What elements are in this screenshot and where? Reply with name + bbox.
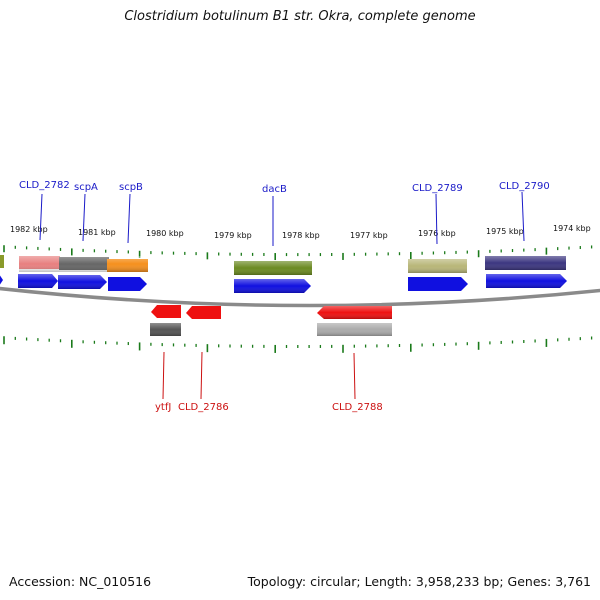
reverse-cds-arrow[interactable]	[186, 306, 221, 319]
category-bars-forward	[0, 255, 566, 275]
outer-tick-ring	[3, 245, 593, 261]
genome-backbone	[0, 286, 600, 308]
gene-label[interactable]: CLD_2790	[499, 181, 550, 192]
category-shade	[485, 256, 566, 270]
cds-shade	[317, 306, 392, 319]
scale-labels: 1982 kbp 1981 kbp 1980 kbp 1979 kbp 1978…	[10, 224, 591, 240]
scale-label: 1978 kbp	[282, 231, 320, 240]
gene-label[interactable]: scpB	[119, 182, 143, 193]
scale-label: 1977 kbp	[350, 231, 388, 240]
scale-label: 1975 kbp	[486, 227, 524, 236]
gene-label[interactable]: CLD_2786	[178, 402, 229, 413]
forward-cds-arrow[interactable]	[0, 274, 3, 286]
leader-line	[82, 193, 86, 242]
gene-label[interactable]: ytfJ	[155, 402, 171, 413]
category-shade	[150, 323, 181, 336]
leader-line	[435, 193, 438, 245]
forward-cds-arrow[interactable]	[408, 277, 468, 291]
cds-shade	[486, 274, 567, 288]
leader-line	[162, 351, 165, 400]
cds-shade	[234, 279, 311, 293]
reverse-gene-labels: ytfJ CLD_2786 CLD_2788	[155, 402, 383, 413]
accession-text: Accession: NC_010516	[9, 574, 152, 589]
scale-label: 1981 kbp	[78, 228, 116, 237]
forward-gene-labels: CLD_2782 scpA scpB dacB CLD_2789 CLD_279…	[19, 180, 550, 195]
topology-text: Topology: circular; Length: 3,958,233 bp…	[247, 574, 591, 589]
leader-line	[521, 191, 525, 242]
scale-label: 1974 kbp	[553, 224, 591, 233]
forward-cds-arrow[interactable]	[108, 277, 147, 291]
reverse-label-leaders	[162, 351, 356, 400]
scale-label: 1980 kbp	[146, 229, 184, 238]
map-title: Clostridium botulinum B1 str. Okra, comp…	[124, 9, 476, 24]
forward-label-leaders	[39, 191, 525, 246]
category-bars-reverse	[150, 323, 392, 336]
gene-label[interactable]: dacB	[262, 184, 287, 195]
cds-shade	[18, 274, 58, 288]
category-bar[interactable]	[0, 255, 4, 268]
leader-line	[200, 351, 203, 400]
reverse-cds-track	[151, 305, 392, 319]
category-shade	[317, 323, 392, 336]
gene-label[interactable]: CLD_2789	[412, 183, 463, 194]
category-shade	[19, 256, 148, 272]
category-shade	[234, 261, 312, 275]
reverse-cds-arrow[interactable]	[151, 305, 181, 318]
forward-cds-track	[0, 274, 567, 293]
gene-label[interactable]: CLD_2788	[332, 402, 383, 413]
leader-line	[39, 193, 43, 241]
scale-label: 1979 kbp	[214, 231, 252, 240]
gene-label[interactable]: scpA	[74, 182, 98, 193]
category-shade	[408, 259, 467, 273]
cds-shade	[58, 275, 107, 289]
leader-line	[353, 352, 356, 400]
leader-line	[127, 193, 131, 244]
scale-label: 1982 kbp	[10, 225, 48, 234]
gene-label[interactable]: CLD_2782	[19, 180, 70, 191]
inner-tick-ring	[3, 336, 593, 353]
